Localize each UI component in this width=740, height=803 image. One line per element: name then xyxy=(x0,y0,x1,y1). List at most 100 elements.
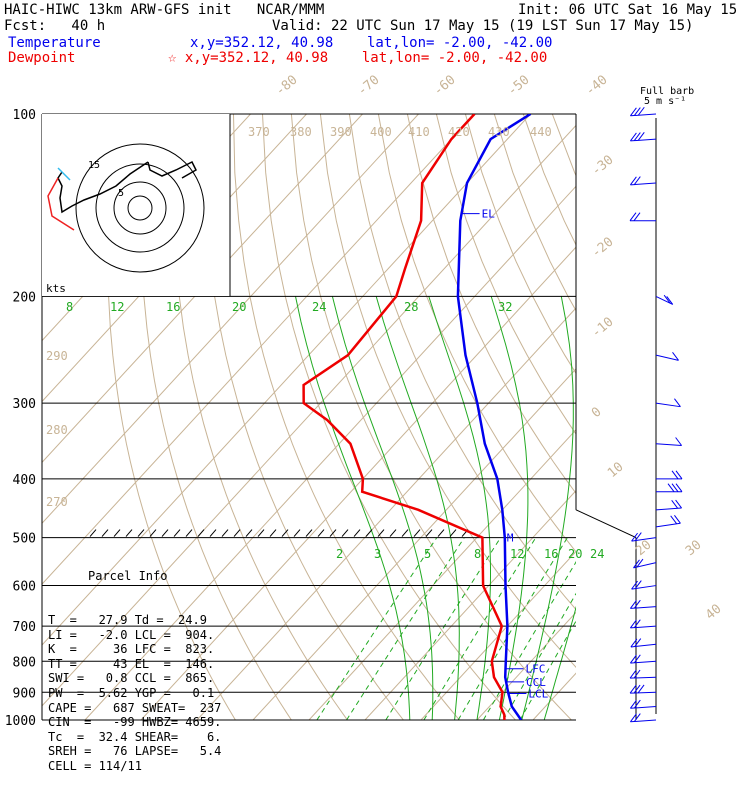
mixing-ratio-label: 20 xyxy=(568,547,582,561)
mixing-ratio-line xyxy=(316,537,438,720)
moist-adiabat-line xyxy=(490,296,529,720)
wind-barb-flag xyxy=(629,654,637,664)
temperature-location: x,y=352.12, 40.98 lat,lon= -2.00, -42.00 xyxy=(190,35,553,51)
isotherm-line xyxy=(140,246,576,720)
moist-adiabat-line xyxy=(428,296,491,720)
wind-barb-flag xyxy=(633,684,641,694)
isotherm-line xyxy=(42,114,531,646)
parcel-info-row: SWI = 0.8 CCL = 865. xyxy=(48,671,215,686)
hatch-mark xyxy=(317,529,325,537)
hodograph-ring xyxy=(113,181,167,235)
dry-adiabat-line xyxy=(610,114,740,720)
wind-barb-flag xyxy=(633,107,641,116)
hodograph-units-label: kts xyxy=(46,282,66,295)
mixing-ratio-line xyxy=(457,537,568,720)
wind-barb-flag xyxy=(629,684,637,694)
hatch-mark xyxy=(425,529,433,537)
mixing-ratio-label: 8 xyxy=(474,547,481,561)
hodograph-background xyxy=(42,114,230,296)
init-time: Init: 06 UTC Sat 16 May 15 xyxy=(518,2,738,18)
dry-adiabat-line xyxy=(233,114,460,720)
isotherm-line xyxy=(308,429,576,720)
pressure-tick-label: 100 xyxy=(13,108,36,123)
isotherm-label: -30 xyxy=(589,152,617,179)
temperature-legend-label: Temperature xyxy=(8,35,101,51)
wind-barb-flag xyxy=(675,483,683,492)
parcel-info-row: SREH = 76 LAPSE= 5.4 xyxy=(48,744,222,759)
wind-barb-flag xyxy=(675,470,683,480)
isotherm-line xyxy=(476,611,576,720)
theta-label: 430 xyxy=(488,125,510,139)
pressure-tick-label: 200 xyxy=(13,290,36,305)
dry-adiabat-line xyxy=(319,114,576,668)
wind-barb xyxy=(655,443,682,447)
wind-barb-flag xyxy=(629,669,637,679)
dry-adiabat-line xyxy=(348,114,576,611)
level-label: LFC xyxy=(526,663,546,676)
level-label: LCL xyxy=(528,687,548,700)
wind-barb-flag xyxy=(637,106,645,116)
level-marker-label: M xyxy=(507,532,514,545)
moist-adiabat-label: 28 xyxy=(404,300,418,314)
hodograph-trace-low xyxy=(57,167,71,181)
wind-barb-flag xyxy=(674,514,681,524)
hodograph-ring xyxy=(95,163,185,253)
hatch-mark xyxy=(233,529,241,537)
isotherm-line xyxy=(420,550,576,720)
wind-barb-flag xyxy=(629,619,637,629)
dewpoint-location: ☆ x,y=352.12, 40.98 lat,lon= -2.00, -42.… xyxy=(168,50,548,66)
dry-adiabat-line xyxy=(551,114,576,177)
moist-adiabat-line xyxy=(543,605,576,720)
isotherm-line xyxy=(196,307,576,720)
dry-adiabat-line xyxy=(203,114,404,720)
dewpoint-trace xyxy=(302,114,506,720)
wind-barb xyxy=(630,643,657,648)
moist-adiabat-label: 16 xyxy=(166,300,180,314)
dry-adiabat-line xyxy=(668,114,740,720)
hodograph-ring-label: 5 xyxy=(118,188,124,199)
wind-barb-flag xyxy=(633,599,641,609)
theta-label: 270 xyxy=(46,495,68,509)
wind-barb-flag xyxy=(637,684,645,694)
mixing-ratio-line xyxy=(482,561,576,720)
isotherm-label: -20 xyxy=(589,234,617,261)
moist-adiabat-label: 8 xyxy=(66,300,73,314)
isotherm-label: 10 xyxy=(605,460,627,482)
level-label: CCL xyxy=(526,676,546,689)
pressure-tick-label: 300 xyxy=(13,397,36,412)
wind-barb-flag xyxy=(671,500,679,509)
pressure-tick-label: 900 xyxy=(13,686,36,701)
wind-barb-flag xyxy=(671,483,679,492)
parcel-info-row: LI = -2.0 LCL = 904. xyxy=(48,627,215,642)
wind-barb-flag xyxy=(633,132,641,141)
isotherm-line xyxy=(589,114,740,720)
isotherm-line xyxy=(364,489,576,720)
wind-barb-flag xyxy=(629,107,637,117)
temperature-trace xyxy=(456,114,532,720)
skewt-page: HAIC-HIWC 13km ARW-GFS init NCAR/MMM Ini… xyxy=(4,2,740,773)
dry-adiabat-line xyxy=(581,114,740,720)
hodograph-ring xyxy=(127,195,153,221)
hatch-mark xyxy=(293,529,301,537)
moist-adiabat-line xyxy=(375,296,460,720)
wind-barb-flag xyxy=(637,132,645,141)
theta-label: 440 xyxy=(530,125,552,139)
hatch-mark xyxy=(353,529,361,537)
hatch-mark xyxy=(377,529,385,537)
wind-barb-flag xyxy=(629,176,637,186)
isotherm-label: -10 xyxy=(589,314,617,341)
hatch-mark xyxy=(305,529,313,537)
isotherm-label: 40 xyxy=(703,602,725,624)
wind-barb-flag xyxy=(629,600,637,609)
hodograph: 5 15 kts xyxy=(42,114,231,296)
wind-barb-flag xyxy=(633,559,640,569)
mixing-ratio-label: 3 xyxy=(374,547,381,561)
hatch-mark xyxy=(161,529,169,537)
wind-barb-flag xyxy=(631,580,638,590)
hatch-mark xyxy=(185,529,193,537)
hatch-mark xyxy=(365,529,373,537)
dry-adiabat-line xyxy=(107,114,236,720)
dry-adiabat-line xyxy=(262,114,516,720)
hatch-mark xyxy=(437,529,445,537)
wind-barb-flag xyxy=(634,532,642,541)
